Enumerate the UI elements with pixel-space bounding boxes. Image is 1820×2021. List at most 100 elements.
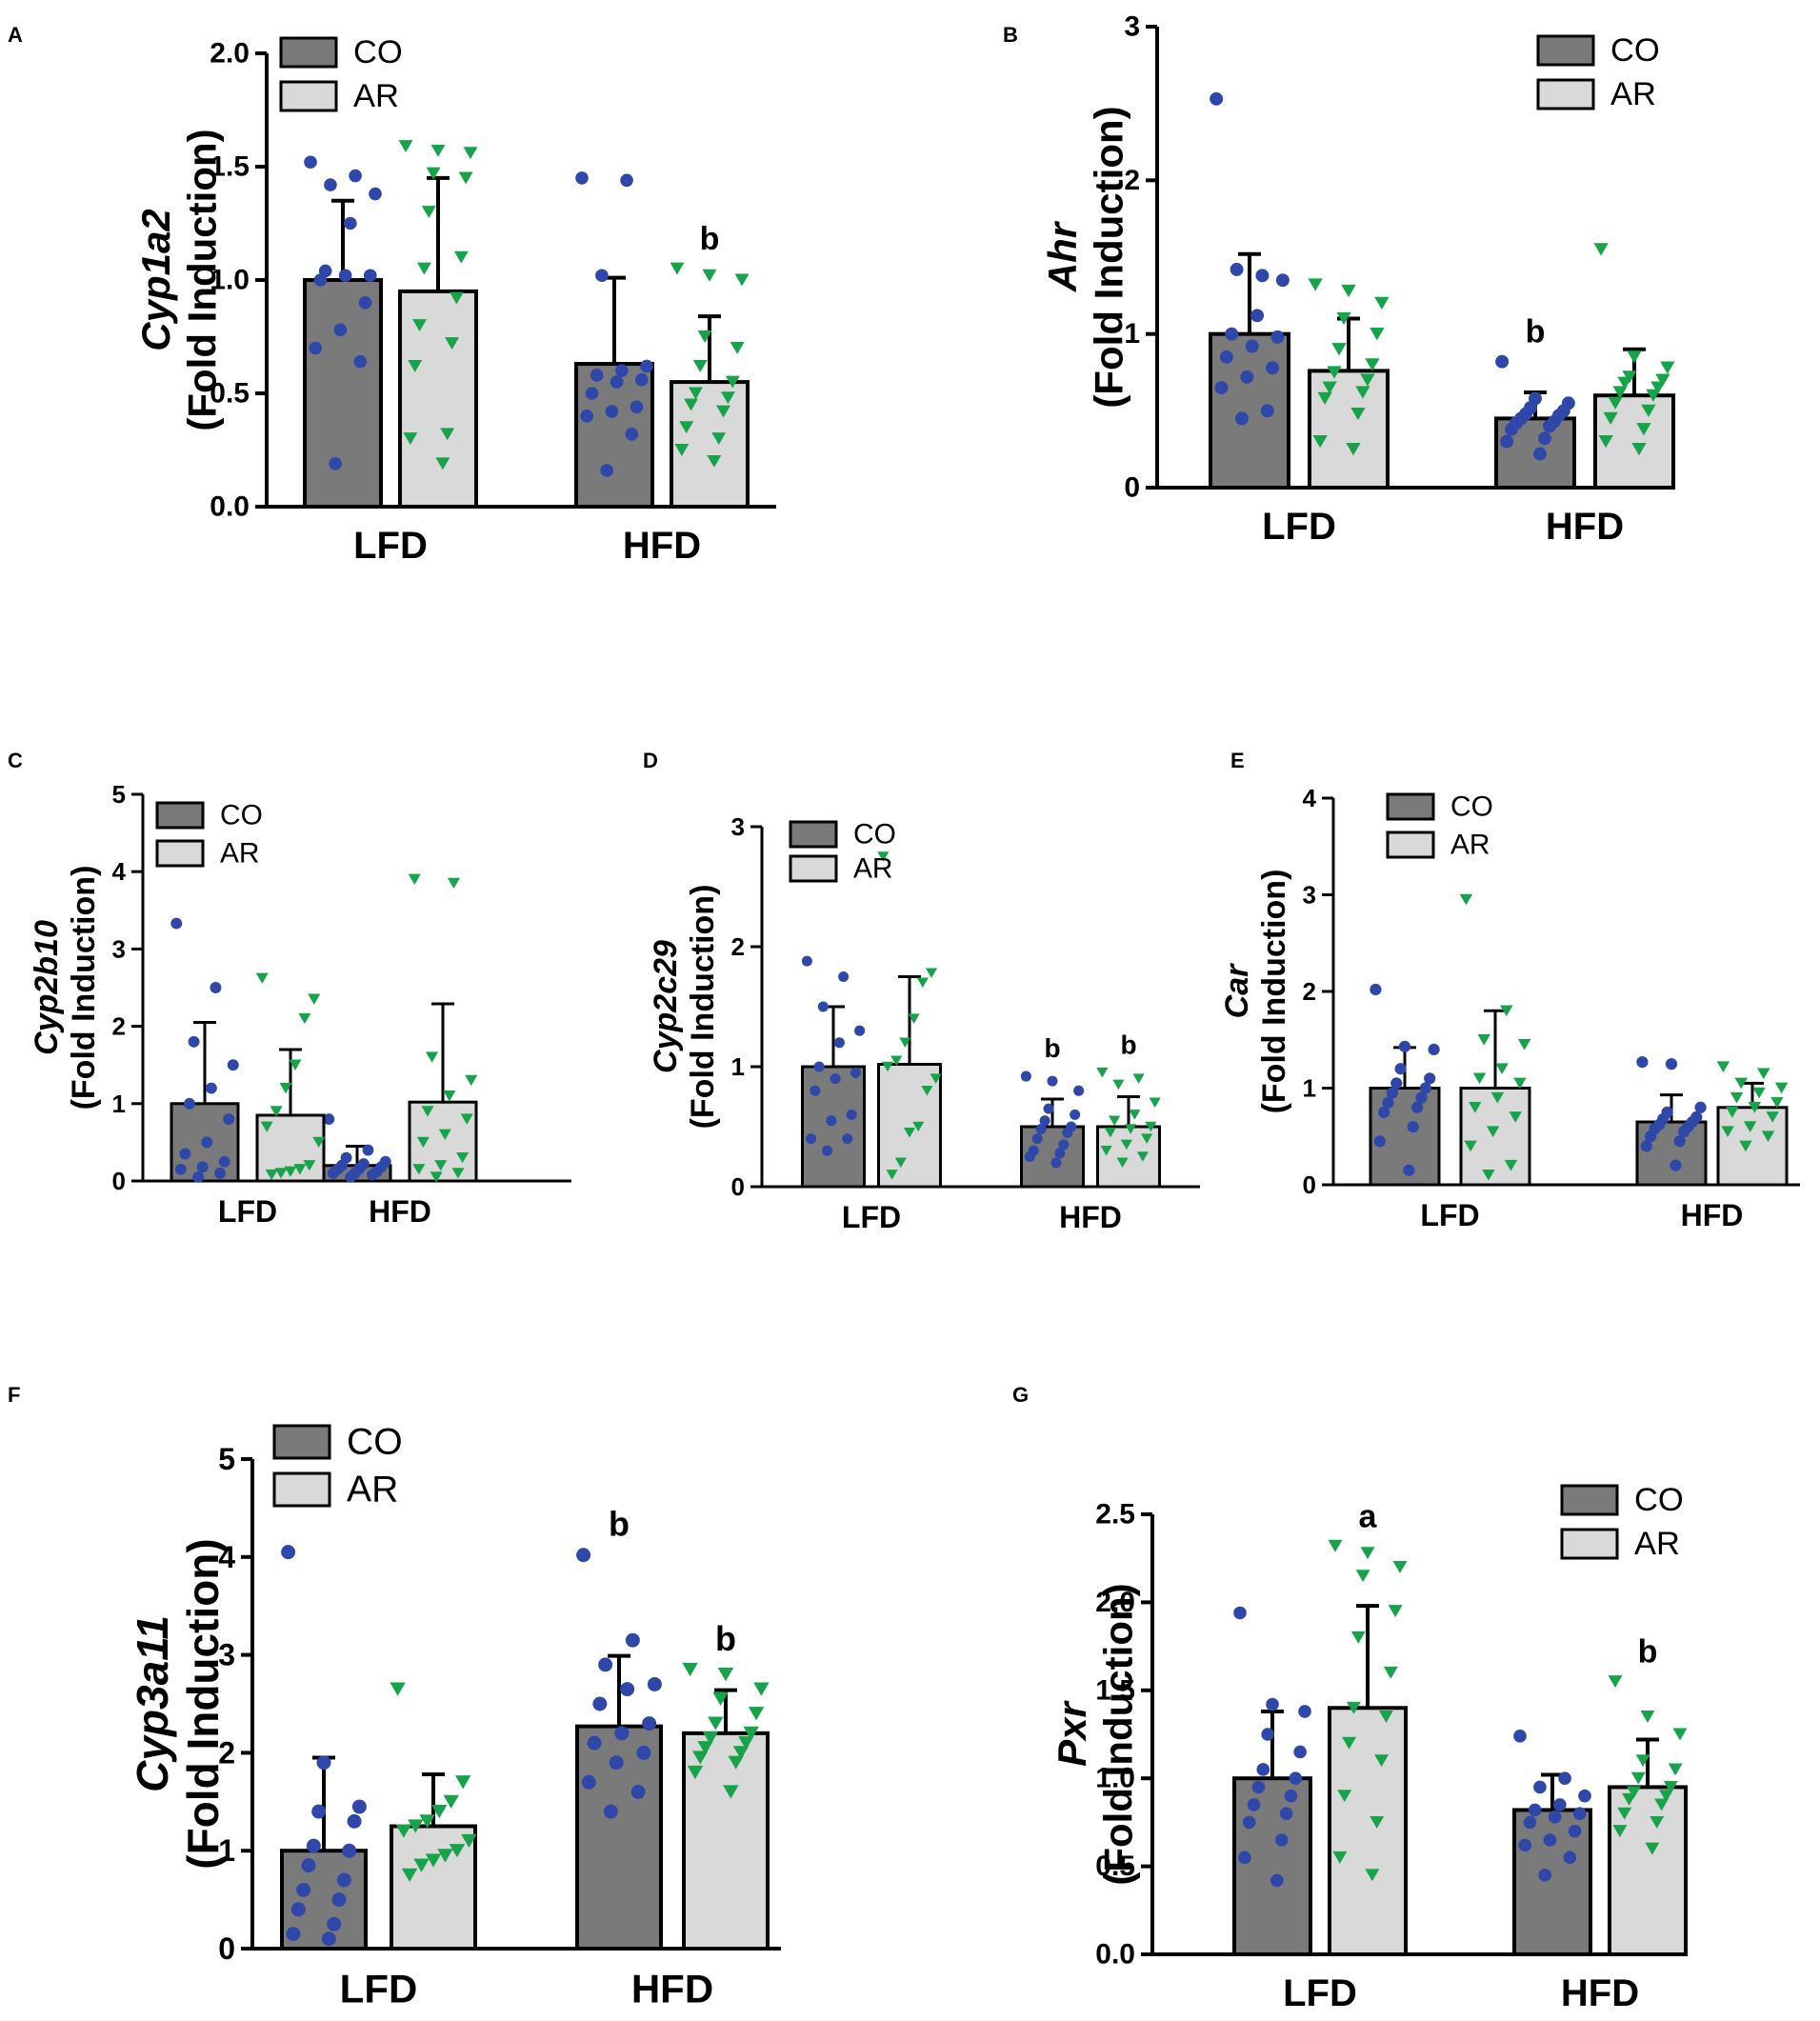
panel-label: A — [8, 23, 23, 47]
data-point-co — [192, 1171, 205, 1183]
y-tick-label: 1 — [731, 1052, 745, 1081]
data-point-co — [1548, 1811, 1562, 1824]
data-point-co — [362, 1144, 374, 1156]
data-point-co — [1275, 273, 1290, 288]
data-point-co — [842, 1133, 853, 1145]
data-point-co — [344, 216, 357, 230]
panel-label: G — [1012, 1383, 1029, 1407]
data-point-ar — [1743, 1121, 1757, 1132]
data-point-ar — [1392, 1560, 1408, 1573]
data-point-ar — [401, 1868, 418, 1883]
data-point-co — [603, 1804, 618, 1819]
data-point-co — [1247, 1798, 1261, 1811]
y-axis-gene: Ahr — [1040, 220, 1085, 292]
data-point-co — [1270, 1873, 1284, 1888]
y-axis-label: Car (Fold Induction) — [1219, 870, 1292, 1114]
bar-co-hfd — [1635, 1120, 1708, 1187]
data-point-ar — [1509, 1111, 1522, 1123]
data-point-co — [614, 1726, 630, 1741]
data-point-ar — [1125, 1124, 1137, 1134]
data-point-co — [1373, 1135, 1386, 1148]
data-point-ar — [738, 1736, 754, 1751]
data-point-ar — [1346, 1701, 1361, 1714]
data-point-ar — [1327, 366, 1342, 379]
data-point-co — [1210, 91, 1224, 106]
bar-ar-lfd — [877, 1062, 942, 1189]
data-point-ar — [408, 1819, 424, 1833]
data-point-co — [1563, 1851, 1577, 1865]
data-point-co — [188, 1035, 200, 1048]
data-point-ar — [1490, 1091, 1505, 1104]
data-point-ar — [434, 1160, 448, 1171]
data-point-co — [1020, 1071, 1031, 1082]
legend-swatch-ar — [1386, 830, 1435, 859]
data-point-ar — [1654, 1798, 1670, 1811]
data-point-co — [170, 917, 183, 930]
y-axis-unit: (Fold Induction) — [178, 1538, 228, 1869]
data-point-co — [1250, 309, 1265, 323]
data-point-ar — [697, 330, 712, 343]
data-point-co — [1266, 1697, 1279, 1711]
y-tick-label: 2.0 — [1095, 1587, 1135, 1618]
data-point-ar — [1322, 381, 1337, 394]
data-point-ar — [449, 1844, 466, 1858]
data-point-ar — [456, 1151, 470, 1164]
bar-ar-lfd — [1308, 369, 1390, 490]
data-point-co — [349, 169, 362, 183]
data-point-co — [329, 456, 342, 470]
data-point-ar — [1132, 1073, 1145, 1084]
data-point-co — [1558, 1771, 1571, 1785]
data-point-co — [576, 1548, 591, 1563]
data-point-co — [854, 1025, 866, 1036]
data-point-ar — [1734, 1077, 1748, 1090]
data-point-ar — [1603, 411, 1618, 426]
data-point-ar — [437, 1849, 453, 1863]
panel-label: E — [1230, 749, 1245, 772]
data-point-co — [1233, 1606, 1247, 1620]
data-point-ar — [255, 972, 269, 984]
bar-ar-hfd — [682, 1731, 770, 1951]
data-point-ar — [465, 1074, 478, 1087]
y-axis-unit: (Fold Induction) — [66, 866, 102, 1111]
data-point-ar — [443, 1794, 459, 1809]
data-point-co — [1513, 1730, 1527, 1743]
y-tick-label: 2 — [731, 932, 745, 961]
data-point-ar — [1120, 1139, 1132, 1151]
data-point-ar — [1482, 1170, 1495, 1181]
data-point-ar — [679, 421, 694, 434]
data-point-co — [1505, 422, 1519, 436]
data-point-co — [1572, 1807, 1587, 1820]
data-point-ar — [886, 1170, 898, 1180]
data-point-ar — [443, 1091, 456, 1102]
x-category-label: LFD — [353, 525, 428, 567]
data-point-ar — [426, 1051, 439, 1063]
data-point-ar — [748, 1707, 765, 1721]
data-point-ar — [728, 1755, 744, 1770]
y-axis-gene: Cyp2c29 — [648, 940, 684, 1073]
legend-label-ar: AR — [1450, 830, 1490, 861]
y-axis-unit: (Fold Induction) — [1086, 106, 1130, 408]
bar-ar-lfd — [1328, 1706, 1408, 1957]
data-point-ar — [1365, 358, 1380, 371]
data-point-ar — [308, 993, 321, 1005]
significance-letter: b — [1638, 1634, 1658, 1671]
data-point-co — [575, 171, 589, 185]
data-point-co — [1495, 354, 1510, 369]
data-point-ar — [460, 1113, 473, 1125]
data-point-ar — [1355, 1570, 1370, 1583]
data-point-co — [1578, 1789, 1591, 1803]
data-point-ar — [1141, 1133, 1153, 1144]
data-point-co — [369, 187, 382, 201]
y-axis-unit: (Fold Induction) — [1095, 1583, 1140, 1885]
y-tick-label: 2 — [112, 1012, 126, 1041]
data-point-co — [581, 1774, 596, 1790]
data-point-ar — [708, 1716, 724, 1731]
data-point-ar — [430, 1171, 443, 1183]
y-tick-label: 1.5 — [1095, 1674, 1135, 1706]
data-point-co — [1500, 434, 1514, 449]
data-point-ar — [697, 1741, 713, 1755]
y-tick-label: 0.5 — [1095, 1851, 1135, 1882]
data-point-co — [610, 375, 624, 389]
y-axis-gene: Cyp1a2 — [133, 209, 178, 350]
data-point-co — [296, 1882, 311, 1897]
